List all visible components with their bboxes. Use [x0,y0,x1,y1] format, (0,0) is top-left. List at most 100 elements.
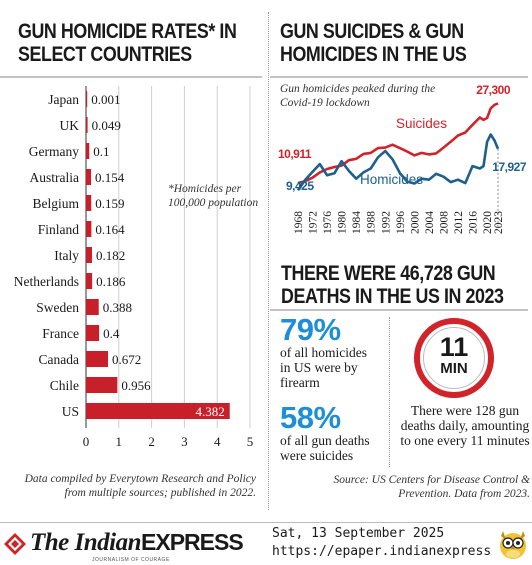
indian-express-logo: The IndianEXPRESS JOURNALISM OF COURAGE [4,527,266,563]
year-tick-label: 1968 [293,211,305,234]
logo-main-text: The Indian [30,529,142,556]
epaper-url: https://epaper.indianexpress.com [272,544,494,559]
bar-italy [86,247,92,263]
bar-sweden [86,299,99,315]
homicide-rate-bar-chart: 0 1 2 3 4 5 Japan 0.001 UK 0.049 Germany 0.1 Austral… [14,86,254,449]
category-label: Australia [30,170,80,185]
x-tick-label: 3 [181,434,188,449]
homicides-per-population-note: *Homicides per 100,000 population [168,183,259,209]
bar-us [86,403,230,419]
suicides-end-value: 27,300 [476,83,511,97]
year-tick-label: 1980 [337,211,349,234]
year-tick-label: 2000 [409,211,421,234]
right-chart-title: GUN SUICIDES & GUN HOMICIDES IN THE US [280,20,467,66]
category-label: US [62,404,79,419]
clock-minutes-unit: MIN [440,360,468,377]
homicide-rates-panel: GUN HOMICIDE RATES* IN SELECT COUNTRIES … [0,0,268,520]
year-tick-label: 1976 [322,211,334,234]
series-label-suicides: Suicides [396,116,447,131]
left-chart-title: GUN HOMICIDE RATES* IN SELECT COUNTRIES [18,20,237,66]
left-source-note: Data compiled by Everytown Research and … [24,473,256,499]
clock-icon: 11 MIN [414,318,494,398]
bar-uk [86,117,88,133]
homicides-start-value: 9,425 [286,179,314,193]
logo-express-text: EXPRESS [141,529,244,555]
series-line-suicides [297,102,499,185]
value-label: 0.049 [92,118,121,133]
year-tick-label: 2020 [482,211,494,234]
logo-wordmark: The IndianEXPRESS [30,529,244,557]
suicides-start-value: 10,911 [278,147,312,161]
bar-japan [86,91,88,107]
category-label: UK [60,118,80,133]
bar-chile [86,377,118,393]
bar-france [86,325,100,341]
series-label-homicides: Homicides [360,172,423,187]
bar-canada [86,351,109,367]
express-emblem-icon [4,533,26,555]
value-label: 0.182 [96,248,125,263]
suicides-homicides-line-chart: Suicides Homicides 10,911 27,300 9,425 17,927… [278,83,527,234]
year-tick-label: 2004 [424,211,436,234]
daily-deaths-text: There were 128 gun deaths daily, amounti… [400,403,530,448]
category-label: Canada [39,352,79,367]
category-label: Italy [54,248,79,263]
suicides-percentage: 58% [280,400,341,435]
year-tick-label: 2023 [493,211,505,234]
homicides-firearm-percentage: 79% [280,312,341,347]
year-tick-label: 1992 [380,211,392,234]
clock-minutes-number: 11 [439,332,469,362]
stats-divider [389,317,390,467]
suicides-percentage-text: of all gun deaths were suicides [280,433,370,463]
category-label: Finland [38,222,80,237]
right-title-rule [270,76,528,78]
logo-tagline: JOURNALISM OF COURAGE [92,557,170,563]
value-label: 0.956 [121,378,151,393]
year-tick-label: 2012 [453,211,465,234]
value-label: 0.388 [103,300,132,315]
category-label: Belgium [33,196,80,211]
year-tick-label: 1972 [308,211,320,234]
value-label: 0.159 [95,196,124,211]
us-gun-deaths-panel: GUN SUICIDES & GUN HOMICIDES IN THE US S… [268,0,532,520]
bar-belgium [86,195,92,211]
category-label: Japan [48,92,79,107]
x-tick-label: 4 [214,434,221,449]
value-label: 0.4 [103,326,120,341]
x-tick-label: 0 [83,434,90,449]
category-label: Germany [29,144,79,159]
year-tick-label: 1996 [395,211,407,234]
edition-date: Sat, 13 September 2025 [272,526,445,541]
owl-icon [500,531,526,559]
x-tick-label: 2 [148,434,155,449]
bar-netherlands [86,273,93,289]
category-label: Netherlands [14,274,79,289]
homicides-end-value: 17,927 [492,160,527,174]
category-label: Sweden [36,300,79,315]
footer-rule [0,522,532,523]
year-tick-label: 2016 [468,211,480,234]
gun-deaths-headline: THERE WERE 46,728 GUN DEATHS IN THE US I… [281,262,504,308]
x-tick-label: 1 [116,434,123,449]
panel-divider [268,12,269,510]
bar-finland [86,221,92,237]
year-tick-label: 1988 [366,211,378,234]
homicides-firearm-text: of all homicides in US were by firearm [280,345,367,390]
value-label: 0.672 [112,352,141,367]
value-label: 0.164 [95,222,125,237]
value-label: 0.154 [95,170,125,185]
series-line-homicides [296,133,500,191]
clock-face: 11 MIN [423,327,485,389]
covid-peak-annotation: Gun homicides peaked during the Covid-19… [280,83,436,109]
value-label: 4.382 [195,404,224,419]
left-title-rule [0,76,262,78]
bar-australia [86,169,92,185]
year-tick-label: 2008 [439,211,451,234]
category-label: France [42,326,79,341]
year-tick-label: 1984 [351,211,363,234]
footer-bar: The IndianEXPRESS JOURNALISM OF COURAGE … [0,522,532,565]
gun-deaths-rule [270,309,528,311]
x-tick-label: 5 [247,434,254,449]
category-label: Chile [50,378,79,393]
bar-germany [86,143,90,159]
